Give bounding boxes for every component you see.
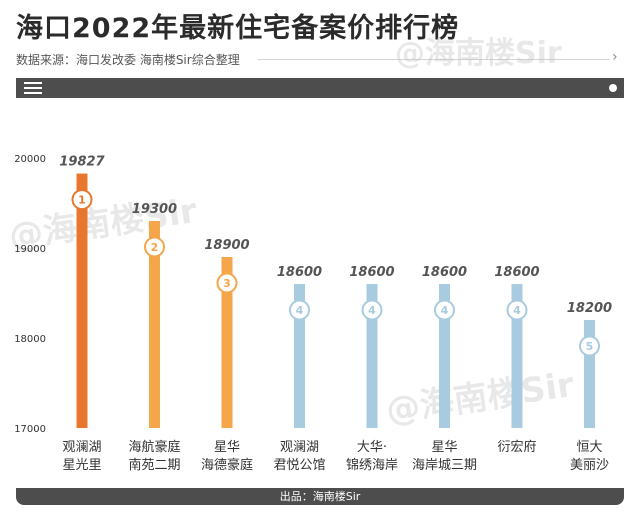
category-label: 观澜湖 <box>62 440 101 455</box>
bar <box>511 284 523 428</box>
category-label: 美丽沙 <box>570 458 609 473</box>
data-label: 19300 <box>132 202 177 217</box>
category-label: 海岸城三期 <box>412 458 477 473</box>
category-label: 星华 <box>214 440 240 455</box>
category-label: 星光里 <box>62 458 101 473</box>
category-label: 君悦公馆 <box>273 458 325 473</box>
category-label: 衍宏府 <box>497 440 536 455</box>
data-label: 18600 <box>422 265 467 280</box>
page-title: 海口2022年最新住宅备案价排行榜 <box>16 13 460 44</box>
y-tick-label: 19000 <box>14 244 46 255</box>
dot-icon <box>609 84 617 92</box>
data-label: 18900 <box>204 238 249 253</box>
rank-badge <box>506 299 528 321</box>
y-tick-label: 20000 <box>14 154 46 165</box>
rank-number: 4 <box>368 304 376 317</box>
category-label: 大华· <box>357 440 387 455</box>
rank-number: 4 <box>513 304 521 317</box>
source-divider <box>258 59 610 60</box>
bar <box>221 257 233 428</box>
y-tick-label: 18000 <box>14 334 46 345</box>
category-label: 恒大 <box>576 440 602 455</box>
data-label: 18600 <box>349 265 394 280</box>
chevron-right-icon: › <box>612 49 618 65</box>
category-label: 海德豪庭 <box>201 457 253 473</box>
data-label: 18600 <box>494 265 539 280</box>
bar <box>439 284 450 428</box>
menu-icon[interactable] <box>24 82 42 94</box>
rank-badge <box>434 299 455 321</box>
rank-badge <box>144 236 165 258</box>
bar <box>294 284 305 428</box>
category-label: 海航豪庭 <box>128 439 180 455</box>
footer-bar: 出品：海南楼Sir <box>16 488 624 505</box>
bar <box>366 284 378 428</box>
top-toolbar <box>16 78 624 98</box>
rank-number: 3 <box>223 277 231 290</box>
rank-number: 1 <box>78 194 86 207</box>
data-label: 18200 <box>567 301 612 316</box>
category-label: 观澜湖 <box>280 440 319 455</box>
category-label: 南苑二期 <box>128 457 180 473</box>
data-source: 数据来源：海口发改委 海南楼Sir综合整理 <box>16 53 240 67</box>
rank-number: 4 <box>296 304 304 317</box>
bar <box>584 320 595 428</box>
rank-number: 2 <box>151 241 159 254</box>
rank-badge <box>71 189 93 211</box>
rank-number: 4 <box>441 304 449 317</box>
rank-number: 5 <box>586 340 594 353</box>
rank-badge <box>289 299 310 321</box>
y-tick-label: 17000 <box>14 424 46 435</box>
category-label: 锦绣海岸 <box>346 458 398 473</box>
data-label: 19827 <box>59 155 105 170</box>
rank-badge <box>579 335 600 357</box>
bar <box>149 221 160 428</box>
bar <box>76 173 88 428</box>
rank-badge <box>361 299 383 321</box>
category-label: 星华 <box>431 440 457 455</box>
rank-badge <box>216 272 238 294</box>
data-label: 18600 <box>277 265 322 280</box>
